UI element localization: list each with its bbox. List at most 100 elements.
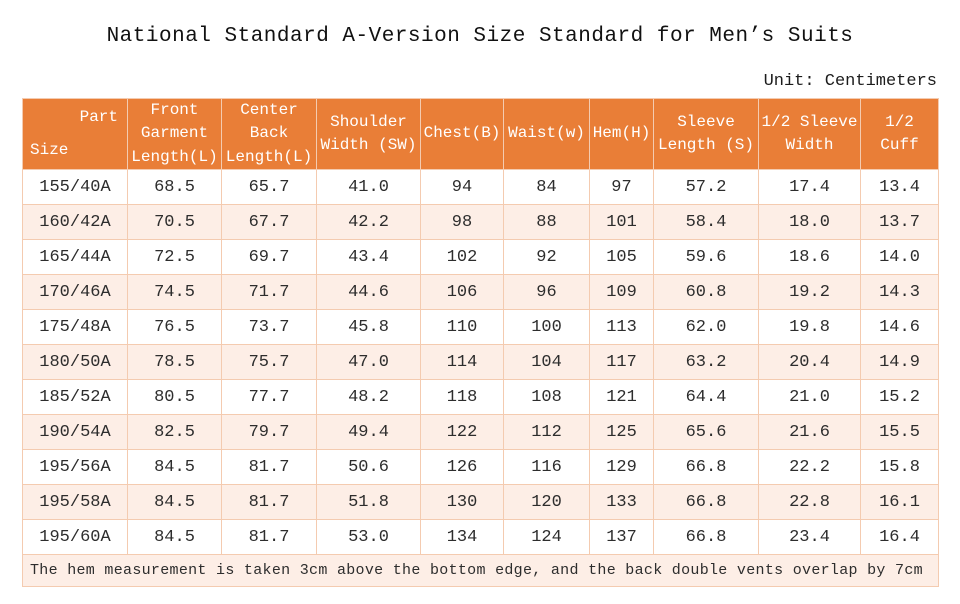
value-cell: 14.3 — [860, 274, 939, 310]
corner-size-label: Size — [30, 140, 69, 159]
column-header-chest: Chest(B) — [420, 98, 504, 170]
size-cell: 195/56A — [22, 449, 128, 485]
column-header-sleeve-length: Sleeve Length (S) — [653, 98, 759, 170]
value-cell: 41.0 — [316, 169, 421, 205]
value-cell: 66.8 — [653, 519, 759, 555]
value-cell: 96 — [503, 274, 590, 310]
size-cell: 185/52A — [22, 379, 128, 415]
value-cell: 18.0 — [758, 204, 861, 240]
value-cell: 45.8 — [316, 309, 421, 345]
column-header-center-back-length: Center Back Length(L) — [221, 98, 317, 170]
value-cell: 81.7 — [221, 484, 317, 520]
value-cell: 84.5 — [127, 484, 222, 520]
value-cell: 48.2 — [316, 379, 421, 415]
value-cell: 21.0 — [758, 379, 861, 415]
value-cell: 60.8 — [653, 274, 759, 310]
value-cell: 116 — [503, 449, 590, 485]
table-row: 185/52A 80.5 77.7 48.2 118 108 121 64.4 21.0 15.2 — [22, 379, 939, 415]
size-cell: 190/54A — [22, 414, 128, 450]
value-cell: 104 — [503, 344, 590, 380]
size-cell: 180/50A — [22, 344, 128, 380]
value-cell: 114 — [420, 344, 504, 380]
value-cell: 21.6 — [758, 414, 861, 450]
value-cell: 14.0 — [860, 239, 939, 275]
value-cell: 50.6 — [316, 449, 421, 485]
value-cell: 100 — [503, 309, 590, 345]
value-cell: 72.5 — [127, 239, 222, 275]
value-cell: 20.4 — [758, 344, 861, 380]
value-cell: 42.2 — [316, 204, 421, 240]
unit-label: Unit: Centimeters — [763, 72, 937, 91]
value-cell: 74.5 — [127, 274, 222, 310]
value-cell: 15.8 — [860, 449, 939, 485]
value-cell: 22.8 — [758, 484, 861, 520]
value-cell: 98 — [420, 204, 504, 240]
table-row: 175/48A 76.5 73.7 45.8 110 100 113 62.0 19.8 14.6 — [22, 309, 939, 345]
value-cell: 14.6 — [860, 309, 939, 345]
value-cell: 134 — [420, 519, 504, 555]
value-cell: 77.7 — [221, 379, 317, 415]
value-cell: 92 — [503, 239, 590, 275]
value-cell: 70.5 — [127, 204, 222, 240]
value-cell: 97 — [589, 169, 654, 205]
value-cell: 15.2 — [860, 379, 939, 415]
value-cell: 84 — [503, 169, 590, 205]
value-cell: 121 — [589, 379, 654, 415]
value-cell: 124 — [503, 519, 590, 555]
value-cell: 102 — [420, 239, 504, 275]
value-cell: 137 — [589, 519, 654, 555]
size-cell: 195/60A — [22, 519, 128, 555]
value-cell: 80.5 — [127, 379, 222, 415]
table-row: 165/44A 72.5 69.7 43.4 102 92 105 59.6 18.6 14.0 — [22, 239, 939, 275]
value-cell: 16.4 — [860, 519, 939, 555]
value-cell: 118 — [420, 379, 504, 415]
table-row: 155/40A 68.5 65.7 41.0 94 84 97 57.2 17.4 13.4 — [22, 169, 939, 205]
value-cell: 13.4 — [860, 169, 939, 205]
value-cell: 113 — [589, 309, 654, 345]
value-cell: 122 — [420, 414, 504, 450]
table-row: 195/60A 84.5 81.7 53.0 134 124 137 66.8 23.4 16.4 — [22, 519, 939, 555]
value-cell: 133 — [589, 484, 654, 520]
value-cell: 73.7 — [221, 309, 317, 345]
value-cell: 129 — [589, 449, 654, 485]
footnote: The hem measurement is taken 3cm above t… — [22, 554, 939, 587]
value-cell: 105 — [589, 239, 654, 275]
value-cell: 130 — [420, 484, 504, 520]
size-table: Part Size Front Garment Length(L) Center… — [22, 98, 939, 587]
page-title: National Standard A-Version Size Standar… — [106, 25, 854, 48]
value-cell: 19.2 — [758, 274, 861, 310]
column-header-half-sleeve-width: 1/2 Sleeve Width — [758, 98, 861, 170]
header-row: Part Size Front Garment Length(L) Center… — [22, 98, 939, 170]
size-cell: 175/48A — [22, 309, 128, 345]
column-header-waist: Waist(w) — [503, 98, 590, 170]
column-header-front-garment-length: Front Garment Length(L) — [127, 98, 222, 170]
value-cell: 18.6 — [758, 239, 861, 275]
value-cell: 76.5 — [127, 309, 222, 345]
value-cell: 101 — [589, 204, 654, 240]
value-cell: 15.5 — [860, 414, 939, 450]
size-cell: 165/44A — [22, 239, 128, 275]
value-cell: 65.6 — [653, 414, 759, 450]
value-cell: 64.4 — [653, 379, 759, 415]
value-cell: 84.5 — [127, 519, 222, 555]
value-cell: 112 — [503, 414, 590, 450]
value-cell: 120 — [503, 484, 590, 520]
table-row: 195/56A 84.5 81.7 50.6 126 116 129 66.8 22.2 15.8 — [22, 449, 939, 485]
table-row: 180/50A 78.5 75.7 47.0 114 104 117 63.2 20.4 14.9 — [22, 344, 939, 380]
column-header-half-cuff: 1/2 Cuff — [860, 98, 939, 170]
value-cell: 110 — [420, 309, 504, 345]
column-header-hem: Hem(H) — [589, 98, 654, 170]
corner-cell: Part Size — [22, 98, 128, 170]
value-cell: 68.5 — [127, 169, 222, 205]
column-header-shoulder-width: Shoulder Width (SW) — [316, 98, 421, 170]
value-cell: 49.4 — [316, 414, 421, 450]
size-cell: 195/58A — [22, 484, 128, 520]
value-cell: 75.7 — [221, 344, 317, 380]
value-cell: 19.8 — [758, 309, 861, 345]
value-cell: 88 — [503, 204, 590, 240]
size-cell: 170/46A — [22, 274, 128, 310]
corner-part-label: Part — [79, 108, 118, 126]
table-row: 190/54A 82.5 79.7 49.4 122 112 125 65.6 21.6 15.5 — [22, 414, 939, 450]
value-cell: 66.8 — [653, 484, 759, 520]
value-cell: 14.9 — [860, 344, 939, 380]
